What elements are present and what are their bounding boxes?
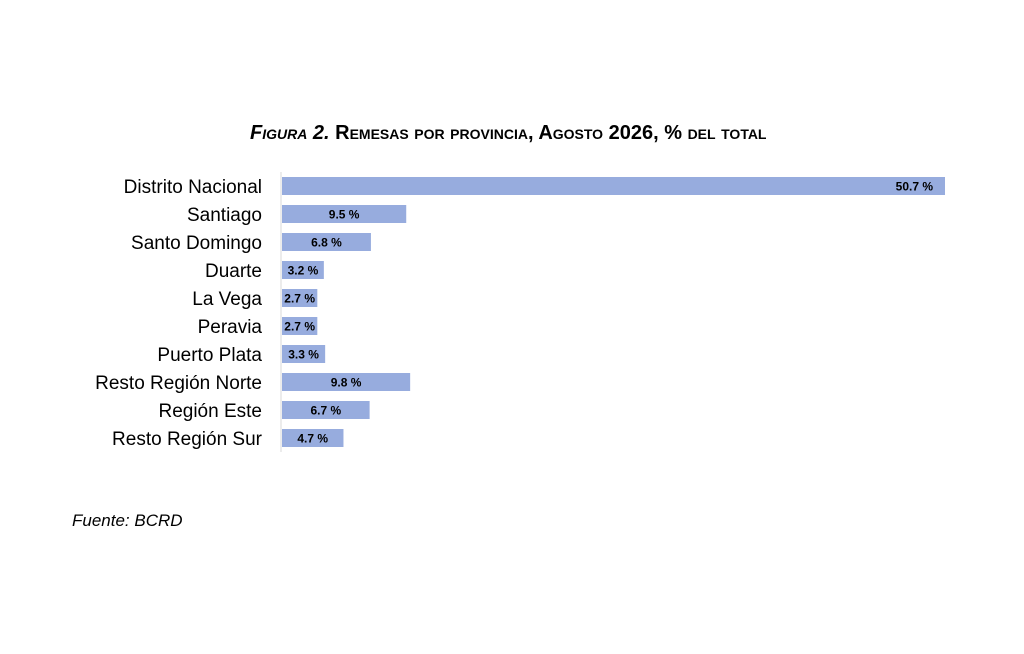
figure-title-text: Figura 2. Remesas por provincia, Agosto … bbox=[250, 122, 767, 145]
data-label: 50.7 % bbox=[896, 180, 934, 194]
data-label: 9.5 % bbox=[329, 208, 360, 222]
bar bbox=[282, 205, 407, 223]
category-label: Peravia bbox=[198, 317, 263, 338]
data-label: 9.8 % bbox=[331, 376, 362, 390]
data-label: 3.2 % bbox=[288, 264, 319, 278]
data-label: 2.7 % bbox=[284, 320, 315, 334]
category-label: Distrito Nacional bbox=[124, 177, 262, 198]
figure-label: Figura 2. bbox=[250, 122, 330, 144]
bar bbox=[282, 401, 370, 419]
data-label: 6.7 % bbox=[310, 404, 341, 418]
figure-caption: Remesas por provincia, Agosto 2026, % de… bbox=[335, 122, 767, 144]
bar bbox=[282, 317, 318, 335]
bar bbox=[282, 289, 318, 307]
data-label: 3.3 % bbox=[288, 348, 319, 362]
bar bbox=[282, 261, 324, 279]
data-label: 4.7 % bbox=[297, 432, 328, 446]
category-label: La Vega bbox=[192, 289, 262, 310]
bar bbox=[282, 345, 326, 363]
bar bbox=[282, 233, 371, 251]
bar bbox=[282, 177, 945, 195]
data-label: 2.7 % bbox=[284, 292, 315, 306]
source-note: Fuente: BCRD bbox=[72, 511, 183, 530]
bar bbox=[282, 373, 411, 391]
bar-chart: Distrito Nacional 50.7 % Santiago 9.5 % Sant… bbox=[95, 172, 945, 452]
category-label: Región Este bbox=[158, 401, 262, 422]
data-label: 6.8 % bbox=[311, 236, 342, 250]
category-label: Santo Domingo bbox=[131, 233, 262, 254]
bar bbox=[282, 429, 344, 447]
category-label: Puerto Plata bbox=[157, 345, 262, 366]
category-label: Resto Región Sur bbox=[112, 429, 263, 450]
category-label: Duarte bbox=[205, 261, 262, 282]
category-label: Resto Región Norte bbox=[95, 373, 262, 394]
figure-title: Figura 2. Remesas por provincia, Agosto … bbox=[0, 122, 1024, 152]
category-label: Santiago bbox=[187, 205, 262, 226]
